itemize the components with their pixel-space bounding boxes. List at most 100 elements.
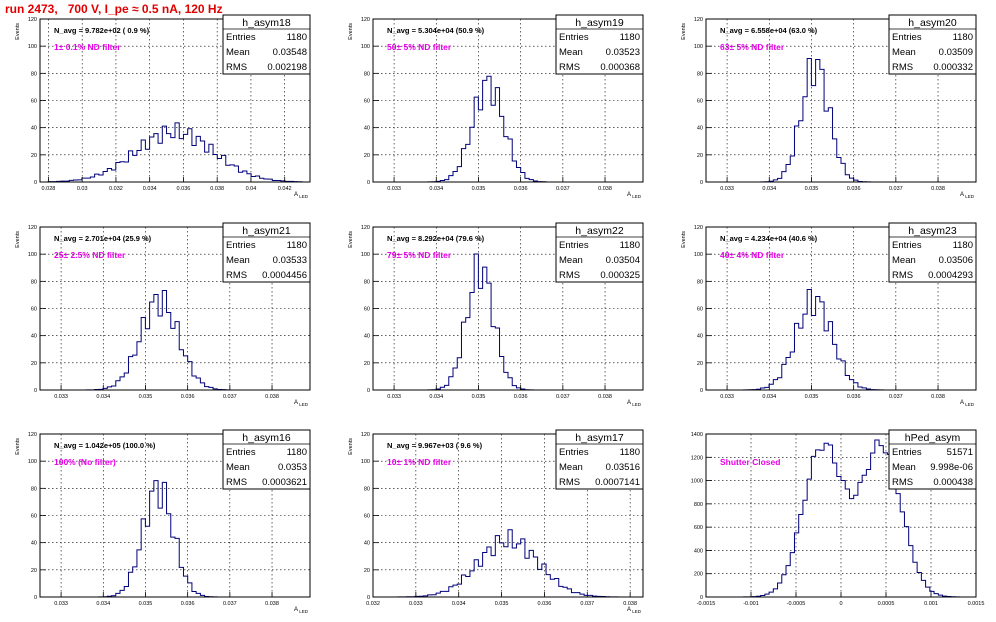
x-tick-label: 0 — [839, 601, 842, 607]
x-axis-label: A LED — [960, 400, 975, 407]
x-axis-label: A LED — [627, 607, 642, 614]
y-tick-label: 200 — [694, 572, 703, 578]
y-tick-label: 0 — [700, 180, 703, 186]
y-tick-label: 0 — [34, 595, 37, 601]
histogram-panel-h-asym18: 0.028 0.03 0.032 0.034 0.036 0.038 0.04 0.042 0 2… — [15, 14, 311, 199]
x-tick-label: 0.033 — [387, 394, 401, 400]
y-axis-label: Events — [15, 23, 21, 40]
navg-label: N_avg = 9.782e+02 ( 0.9 %) — [54, 26, 150, 35]
x-tick-label: 0.033 — [720, 186, 734, 192]
x-tick-label: 0.038 — [931, 186, 945, 192]
x-tick-label: 0.033 — [409, 601, 423, 607]
stats-value: 1180 — [620, 447, 640, 458]
histogram-line — [48, 480, 302, 598]
x-tick-label: 0.033 — [387, 186, 401, 192]
x-axis-label: A LED — [627, 192, 642, 199]
histogram-panel-h-asym20: 0.033 0.034 0.035 0.036 0.037 0.038 0 20 40 60 80 1… — [681, 14, 977, 199]
x-tick-label: 0.036 — [847, 186, 861, 192]
y-tick-label: 120 — [361, 17, 370, 23]
y-tick-label: 20 — [697, 361, 703, 367]
y-tick-label: 20 — [364, 568, 370, 574]
y-tick-label: 20 — [364, 361, 370, 367]
x-tick-label: 0.035 — [495, 601, 509, 607]
stats-label: RMS — [892, 270, 913, 281]
y-tick-label: 0 — [34, 180, 37, 186]
stats-label: Entries — [892, 240, 922, 251]
stats-label: Entries — [226, 240, 256, 251]
filter-label: 63± 5% ND filter — [720, 42, 785, 52]
stats-label: Entries — [226, 32, 256, 43]
filter-label: 50± 5% ND filter — [387, 42, 452, 52]
stats-value: 0.03504 — [606, 255, 640, 266]
x-tick-label: 0.036 — [538, 601, 552, 607]
x-tick-label: 0.033 — [54, 394, 68, 400]
y-tick-label: 120 — [694, 225, 703, 231]
stats-label: RMS — [226, 477, 247, 488]
x-tick-label: -0.001 — [743, 601, 759, 607]
stats-label: RMS — [226, 62, 247, 73]
y-tick-label: 0 — [367, 180, 370, 186]
y-tick-label: 60 — [364, 307, 370, 313]
x-tick-label: 0.034 — [429, 394, 443, 400]
stats-value: 0.000325 — [600, 270, 640, 281]
y-tick-label: 20 — [31, 361, 37, 367]
run-title: run 2473, 700 V, I_pe ≈ 0.5 nA, 120 Hz — [5, 2, 223, 16]
stats-label: Mean — [226, 255, 250, 266]
stats-value: 0.03523 — [606, 47, 640, 58]
x-tick-label: 0.037 — [223, 601, 237, 607]
histogram-line — [714, 439, 969, 598]
stats-label: Entries — [226, 447, 256, 458]
stats-label: RMS — [559, 62, 580, 73]
stats-box — [888, 222, 977, 283]
y-tick-label: 80 — [364, 486, 370, 492]
stats-value: 1180 — [620, 240, 640, 251]
x-tick-label: 0.035 — [472, 394, 486, 400]
stats-value: 0.000368 — [600, 62, 640, 73]
y-tick-label: 0 — [700, 388, 703, 394]
y-tick-label: 60 — [364, 514, 370, 520]
x-axis-label: A LED — [294, 192, 309, 199]
y-tick-label: 80 — [31, 486, 37, 492]
y-tick-label: 20 — [697, 153, 703, 159]
navg-label: N_avg = 2.701e+04 (25.9 %) — [54, 234, 152, 243]
y-tick-label: 40 — [364, 126, 370, 132]
y-tick-label: 120 — [28, 17, 37, 23]
x-tick-label: 0.037 — [889, 394, 903, 400]
y-tick-label: 40 — [31, 541, 37, 547]
stats-label: Entries — [892, 32, 922, 43]
x-tick-label: 0.034 — [429, 186, 443, 192]
y-tick-label: 0 — [700, 595, 703, 601]
stats-value: 9.998e-06 — [930, 462, 973, 473]
x-tick-label: 0.038 — [931, 394, 945, 400]
x-tick-label: 0.0005 — [878, 601, 895, 607]
histogram-panel-h-asym21: 0.033 0.034 0.035 0.036 0.037 0.038 0 20 40 60 80 1… — [15, 222, 311, 407]
stats-label: Entries — [559, 32, 589, 43]
filter-label: 79± 5% ND filter — [387, 250, 452, 260]
stats-box — [555, 222, 644, 283]
navg-label: N_avg = 1.042e+05 (100.0 %) — [54, 441, 156, 450]
stats-value: 0.000332 — [933, 62, 973, 73]
stats-box — [555, 14, 644, 75]
y-axis-label: Events — [348, 23, 354, 40]
y-axis-label: Events — [681, 231, 687, 248]
y-tick-label: 40 — [364, 541, 370, 547]
y-axis-label: Events — [681, 23, 687, 40]
filter-label: 40± 4% ND filter — [720, 250, 785, 260]
y-tick-label: 0 — [367, 388, 370, 394]
x-tick-label: 0.038 — [598, 186, 612, 192]
y-tick-label: 120 — [28, 432, 37, 438]
navg-label: N_avg = 4.234e+04 (40.6 %) — [720, 234, 818, 243]
x-tick-label: -0.0015 — [697, 601, 716, 607]
y-tick-label: 100 — [361, 459, 370, 465]
stats-value: 0.0004456 — [262, 270, 307, 281]
stats-label: Entries — [559, 447, 589, 458]
navg-label: N_avg = 9.967e+03 ( 9.6 %) — [387, 441, 483, 450]
y-tick-label: 1200 — [691, 455, 703, 461]
stats-value: 0.03516 — [606, 462, 640, 473]
navg-label: N_avg = 8.292e+04 (79.6 %) — [387, 234, 485, 243]
x-tick-label: 0.032 — [366, 601, 380, 607]
x-tick-label: 0.038 — [210, 186, 224, 192]
y-tick-label: 120 — [361, 432, 370, 438]
stats-label: RMS — [892, 477, 913, 488]
stats-label: Mean — [559, 47, 583, 58]
